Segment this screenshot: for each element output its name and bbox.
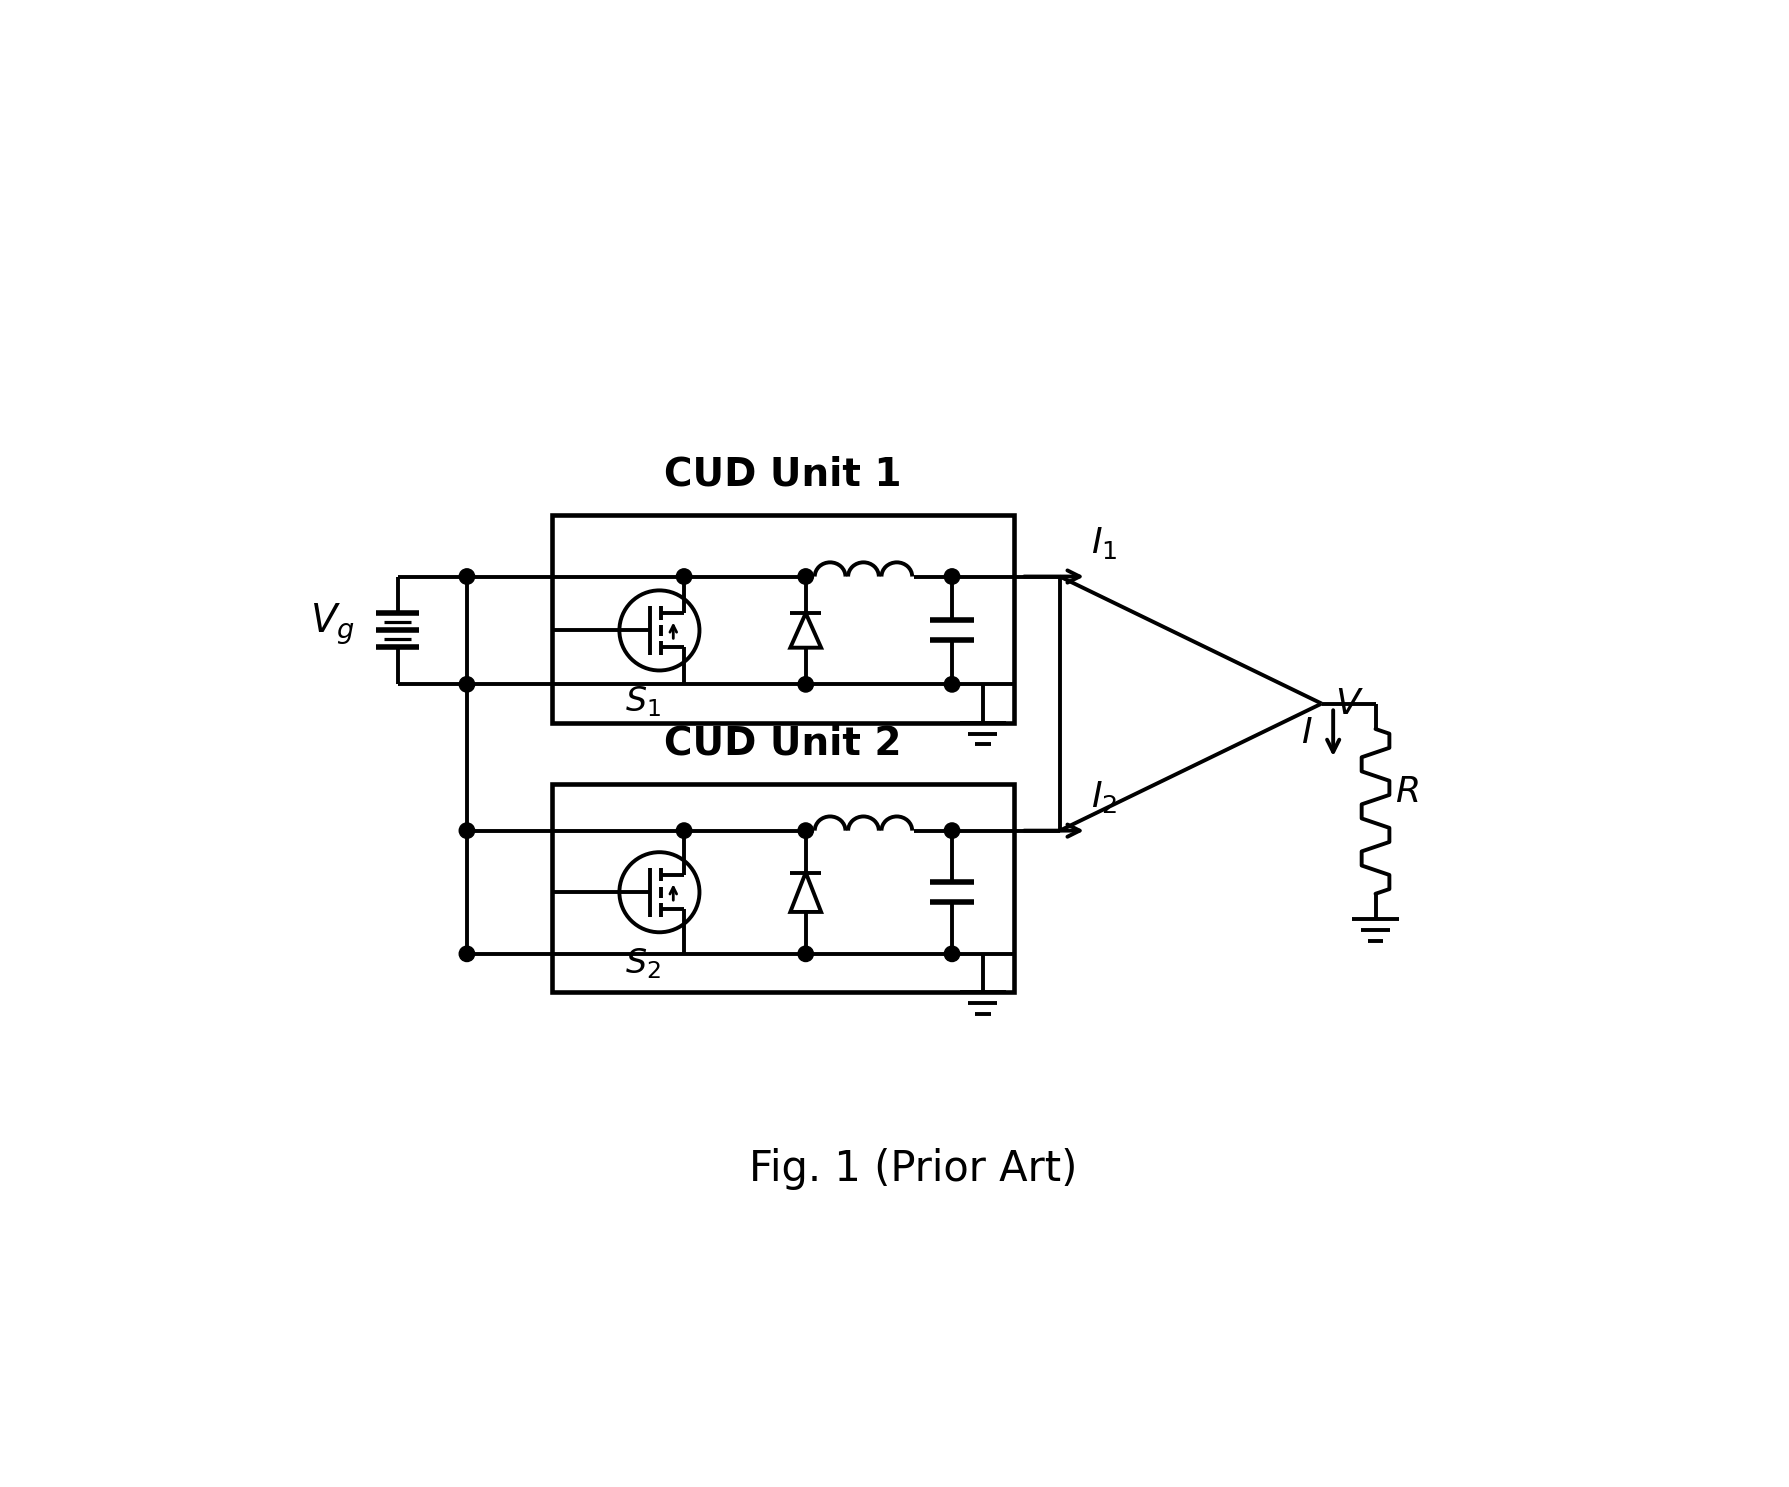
Circle shape: [798, 677, 812, 691]
Circle shape: [460, 570, 474, 584]
Circle shape: [945, 677, 959, 691]
Text: CUD Unit 2: CUD Unit 2: [664, 724, 902, 763]
Circle shape: [945, 946, 959, 962]
Text: $S_2$: $S_2$: [624, 946, 660, 981]
Bar: [551, 785, 1013, 992]
Text: $I$: $I$: [1301, 715, 1311, 749]
Circle shape: [460, 822, 474, 839]
Text: $I_1$: $I_1$: [1090, 525, 1116, 561]
Text: $S_1$: $S_1$: [624, 684, 660, 720]
Circle shape: [798, 570, 812, 584]
Circle shape: [945, 570, 959, 584]
Circle shape: [460, 946, 474, 962]
Text: $V$: $V$: [1335, 687, 1363, 721]
Text: $V_g$: $V_g$: [309, 601, 354, 647]
Circle shape: [676, 570, 691, 584]
Text: Fig. 1 (Prior Art): Fig. 1 (Prior Art): [750, 1148, 1077, 1191]
Circle shape: [945, 822, 959, 839]
Text: $I_2$: $I_2$: [1090, 779, 1116, 815]
Circle shape: [460, 677, 474, 691]
Circle shape: [798, 822, 812, 839]
Circle shape: [798, 946, 812, 962]
Circle shape: [676, 822, 691, 839]
Text: CUD Unit 1: CUD Unit 1: [664, 455, 902, 494]
Bar: [551, 515, 1013, 723]
Text: $R$: $R$: [1394, 775, 1417, 809]
